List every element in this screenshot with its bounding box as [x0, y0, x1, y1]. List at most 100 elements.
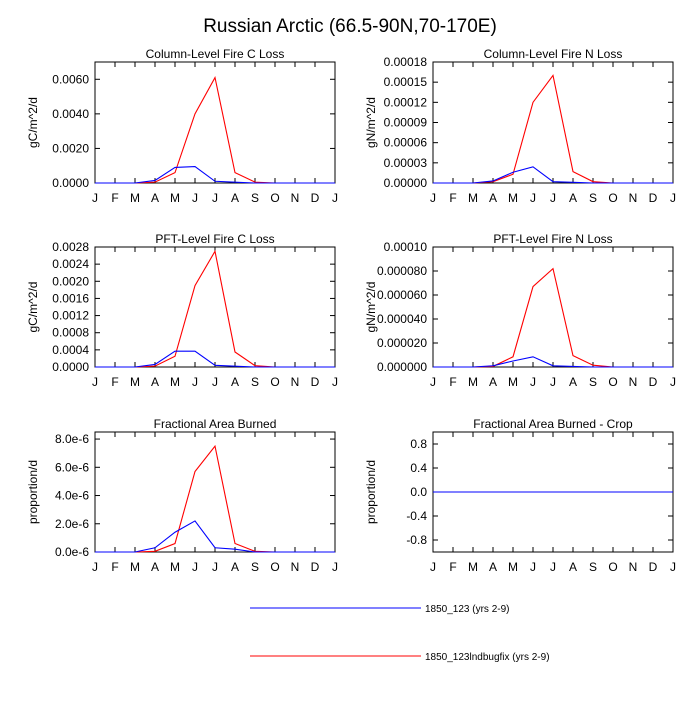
y-tick-label: 0.000080 — [377, 264, 427, 278]
y-tick-label: 0.0040 — [52, 107, 89, 121]
y-tick-label: 0.0000 — [52, 176, 89, 190]
y-tick-label: 0.0024 — [52, 257, 89, 271]
x-tick-label: F — [449, 191, 456, 205]
x-tick-label: A — [569, 560, 577, 574]
y-tick-label: 0.00009 — [384, 116, 428, 130]
x-tick-label: O — [608, 191, 617, 205]
x-tick-label: A — [231, 191, 239, 205]
legend-label: 1850_123 (yrs 2-9) — [425, 604, 510, 615]
x-tick-label: A — [231, 375, 239, 389]
x-tick-label: J — [212, 560, 218, 574]
x-tick-label: F — [111, 560, 118, 574]
legend-label: 1850_123lndbugfix (yrs 2-9) — [425, 652, 550, 663]
x-tick-label: M — [170, 560, 180, 574]
legend: 1850_123 (yrs 2-9) 1850_123lndbugfix (yrs… — [250, 604, 550, 663]
panel-title: Fractional Area Burned - Crop — [473, 417, 633, 431]
y-tick-label: 0.00006 — [384, 136, 428, 150]
x-tick-label: A — [151, 375, 159, 389]
plot-frame — [94, 431, 336, 553]
y-tick-label: 0.0e-6 — [55, 545, 89, 559]
x-tick-label: A — [151, 560, 159, 574]
x-tick-label: O — [270, 191, 279, 205]
series-line-1850-123 — [95, 520, 335, 553]
x-tick-label: N — [629, 560, 638, 574]
x-tick-label: S — [589, 560, 597, 574]
y-tick-label: 0.00018 — [384, 55, 428, 69]
x-tick-label: M — [130, 191, 140, 205]
x-tick-label: N — [291, 560, 300, 574]
x-tick-label: F — [449, 560, 456, 574]
y-tick-label: 0.000060 — [377, 288, 427, 302]
panel-title: PFT-Level Fire C Loss — [155, 232, 274, 246]
x-tick-label: M — [170, 375, 180, 389]
y-axis-label: gN/m^2/d — [364, 97, 378, 148]
x-tick-label: S — [589, 375, 597, 389]
x-tick-label: M — [468, 560, 478, 574]
x-tick-label: N — [629, 191, 638, 205]
x-tick-label: J — [670, 560, 676, 574]
y-axis-label: gC/m^2/d — [26, 97, 40, 148]
x-tick-label: S — [251, 375, 259, 389]
plot-frame — [432, 246, 674, 368]
x-tick-label: J — [332, 560, 338, 574]
panel-title: Column-Level Fire C Loss — [146, 47, 285, 61]
y-tick-label: 0.000020 — [377, 336, 427, 350]
y-tick-label: 0.00000 — [384, 176, 428, 190]
y-tick-label: 0.00012 — [384, 95, 428, 109]
x-tick-label: S — [251, 191, 259, 205]
series-line-1850-123 — [95, 350, 335, 368]
x-tick-label: F — [111, 191, 118, 205]
x-tick-label: J — [670, 191, 676, 205]
x-tick-label: O — [270, 560, 279, 574]
y-axis-label: gC/m^2/d — [26, 282, 40, 333]
x-tick-label: J — [332, 375, 338, 389]
series-line-1850-123 — [95, 166, 335, 184]
y-tick-label: 0.0020 — [52, 274, 89, 288]
x-tick-label: S — [251, 560, 259, 574]
main-title: Russian Arctic (66.5-90N,70-170E) — [203, 16, 497, 37]
x-tick-label: O — [608, 375, 617, 389]
x-tick-label: A — [489, 191, 497, 205]
x-tick-label: F — [111, 375, 118, 389]
x-tick-label: N — [291, 375, 300, 389]
series-line-1850-123lndbugfix — [433, 267, 673, 368]
y-tick-label: 0.0000 — [52, 360, 89, 374]
y-tick-label: 0.0 — [410, 485, 427, 499]
y-tick-label: 0.0012 — [52, 309, 89, 323]
y-tick-label: -0.8 — [406, 533, 427, 547]
y-tick-label: 0.4 — [410, 461, 427, 475]
x-tick-label: M — [130, 560, 140, 574]
x-tick-label: D — [311, 560, 320, 574]
y-tick-label: 0.8 — [410, 437, 427, 451]
x-tick-label: O — [270, 375, 279, 389]
x-tick-label: J — [670, 375, 676, 389]
x-tick-label: J — [530, 375, 536, 389]
x-tick-label: J — [92, 375, 98, 389]
x-tick-label: J — [92, 560, 98, 574]
y-tick-label: 0.000040 — [377, 312, 427, 326]
series-line-1850-123lndbugfix — [95, 75, 335, 184]
x-tick-label: A — [151, 191, 159, 205]
x-tick-label: M — [508, 191, 518, 205]
y-tick-label: 0.000000 — [377, 360, 427, 374]
x-tick-label: A — [569, 375, 577, 389]
x-tick-label: J — [430, 560, 436, 574]
x-tick-label: J — [430, 375, 436, 389]
x-tick-label: N — [629, 375, 638, 389]
series-line-1850-123lndbugfix — [433, 74, 673, 184]
x-tick-label: D — [649, 560, 658, 574]
chart-panel: Fractional Area Burned - Crop proportion/… — [364, 417, 676, 574]
y-tick-label: 0.0020 — [52, 141, 89, 155]
panel-title: PFT-Level Fire N Loss — [493, 232, 612, 246]
x-tick-label: M — [508, 375, 518, 389]
x-tick-label: N — [291, 191, 300, 205]
plot-frame — [432, 61, 674, 184]
x-tick-label: D — [311, 375, 320, 389]
x-tick-label: J — [212, 191, 218, 205]
